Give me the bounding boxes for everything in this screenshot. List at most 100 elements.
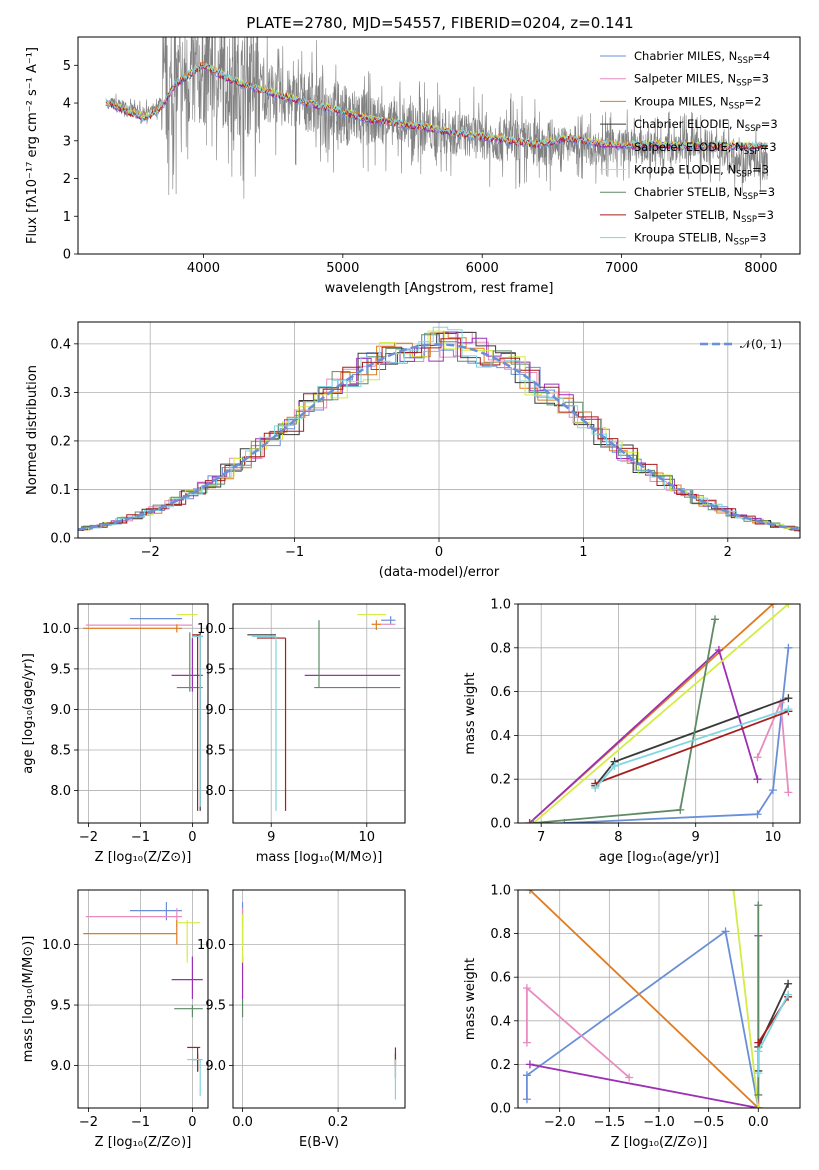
model-spectrum-elodie_kroupa [105, 62, 768, 150]
x-tick-label: 0.2 [328, 1115, 349, 1130]
y-tick-label: 2 [63, 172, 71, 187]
histogram-miles_chabrier [78, 332, 800, 531]
legend-label-elodie_salpeter: Salpeter ELODIE, NSSP=3 [634, 140, 777, 157]
y-tick-label: 9.0 [205, 1059, 226, 1074]
y-tick-label: 0.4 [490, 729, 511, 744]
weight-marker-miles_chabrier [768, 786, 777, 795]
y-tick-label: 10.0 [197, 938, 226, 953]
plot-frame [77, 889, 209, 1109]
x-tick-label: −2 [79, 830, 98, 845]
x-axis-label: E(B-V) [299, 1135, 339, 1150]
weight-marker-miles_chabrier [753, 810, 762, 819]
x-tick-label: 8 [614, 830, 622, 845]
weight-marker-stelib_kroupa [610, 762, 619, 771]
y-axis-label: Normed distribution [25, 365, 40, 495]
weight-marker-stelib_kroupa [754, 1047, 763, 1056]
weight-marker-stelib_salpeter [754, 1038, 763, 1047]
x-axis-label: (data-model)/error [379, 565, 500, 580]
y-axis-label: Flux [fλ10⁻¹⁷ erg cm⁻² s⁻¹ A⁻¹] [25, 47, 40, 244]
x-axis-label: Z [log₁₀(Z/Z⊙)] [95, 850, 192, 865]
y-tick-label: 0.6 [490, 971, 511, 986]
y-tick-label: 0.2 [490, 773, 511, 788]
y-tick-label: 10.0 [42, 938, 71, 953]
weight-marker-miles_salpeter [522, 984, 531, 993]
weight_vs_Z-panel: −2.0 −1.5 −1.0 −0.5 0.0 0.0 0.2 0.4 0.6 0.8 1.0 Z [… [463, 884, 801, 1150]
weight-marker-stelib_chabrier [754, 1090, 763, 1099]
y-axis-label: mass [log₁₀(M/M⊙)] [21, 936, 36, 1063]
weight-marker-elodie_salpeter [714, 645, 723, 654]
x-tick-label: 2 [724, 545, 732, 560]
weight-line-elodie_kroupa [532, 604, 789, 823]
x-tick-label: 4000 [187, 261, 220, 276]
spectrum-title: PLATE=2780, MJD=54557, FIBERID=0204, z=0… [246, 14, 633, 32]
weight-marker-miles_chabrier [522, 1095, 531, 1104]
weight-marker-miles_chabrier [721, 927, 730, 936]
weight-line-miles_kroupa [529, 890, 759, 1108]
y-tick-label: 0.4 [490, 1014, 511, 1029]
y-axis-label: mass weight [463, 672, 478, 754]
y-tick-label: 9.5 [50, 662, 71, 677]
age_vs_Z-panel: −2 −1 0 8.0 8.5 9.0 9.5 10.0 Z [log₁₀(Z/Z⊙)] age … [21, 603, 209, 865]
x-tick-label: −1.5 [594, 1115, 626, 1130]
mass_vs_ebv-panel: 0.0 0.2 9.0 9.5 10.0 E(B-V) [197, 889, 406, 1150]
x-tick-label: 9 [267, 830, 275, 845]
weight-marker-miles_salpeter [784, 788, 793, 797]
weight-marker-elodie_kroupa [784, 604, 793, 608]
y-tick-label: 0.8 [490, 927, 511, 942]
weight-marker-stelib_kroupa [754, 1069, 763, 1078]
x-tick-label: 7 [537, 830, 545, 845]
x-tick-label: 10 [359, 830, 376, 845]
y-tick-label: 0.4 [50, 337, 71, 352]
y-tick-label: 1.0 [490, 598, 511, 613]
y-tick-label: 5 [63, 59, 71, 74]
histogram-elodie_kroupa [78, 330, 800, 531]
legend-label-miles_salpeter: Salpeter MILES, NSSP=3 [634, 72, 769, 89]
weight-marker-miles_salpeter [625, 1073, 634, 1082]
weight-line-stelib_chabrier [533, 619, 716, 823]
legend-label-stelib_chabrier: Chabrier STELIB, NSSP=3 [634, 185, 775, 202]
weight-line-miles_chabrier [564, 647, 790, 823]
x-axis-label: wavelength [Angstrom, rest frame] [325, 281, 554, 296]
y-tick-label: 0.0 [50, 532, 71, 547]
x-tick-label: 6000 [466, 261, 499, 276]
x-tick-label: −0.5 [693, 1115, 725, 1130]
weight-marker-elodie_salpeter [525, 819, 534, 823]
weight-marker-elodie_kroupa [729, 890, 738, 894]
x-axis-label: mass [log₁₀(M/M⊙)] [256, 850, 383, 865]
x-tick-label: −1 [131, 1115, 150, 1130]
model-spectrum-stelib_kroupa [105, 63, 768, 150]
weight-line-miles_chabrier [526, 929, 760, 1108]
plot-frame [517, 603, 801, 824]
legend-label-stelib_kroupa: Kroupa STELIB, NSSP=3 [634, 231, 766, 248]
spectrum-panel: 4000 5000 6000 7000 8000 0 1 2 3 4 5 wavelength [An… [25, 36, 801, 296]
x-tick-label: 9 [692, 830, 700, 845]
y-tick-label: 9.0 [205, 703, 226, 718]
x-tick-label: −2 [79, 1115, 98, 1130]
y-tick-label: 0 [63, 248, 71, 263]
weight-marker-stelib_kroupa [784, 990, 793, 999]
x-tick-label: 7000 [605, 261, 638, 276]
weight-marker-miles_chabrier [784, 643, 793, 652]
y-tick-label: 1 [63, 210, 71, 225]
x-tick-label: −2 [141, 545, 160, 560]
weight-marker-elodie_chabrier [784, 979, 793, 988]
weight-marker-miles_salpeter [753, 753, 762, 762]
y-tick-label: 8.5 [50, 744, 71, 759]
spectrum-legend: Chabrier MILES, NSSP=4 Salpeter MILES, NS… [600, 49, 778, 248]
y-tick-label: 9.0 [50, 703, 71, 718]
weight-marker-stelib_chabrier [711, 615, 720, 624]
plot-frame [77, 36, 801, 255]
x-tick-label: −2.0 [544, 1115, 576, 1130]
weight-line-elodie_salpeter [529, 935, 760, 1108]
x-tick-label: 0 [435, 545, 443, 560]
weight-marker-miles_kroupa [768, 604, 777, 608]
y-tick-label: 8.5 [205, 744, 226, 759]
normal-curve [78, 343, 800, 531]
x-axis-label: Z [log₁₀(Z/Z⊙)] [95, 1135, 192, 1150]
x-axis-label: Z [log₁₀(Z/Z⊙)] [611, 1135, 708, 1150]
weight-line-stelib_kroupa [757, 994, 789, 1074]
x-tick-label: 8000 [744, 261, 777, 276]
weight-marker-stelib_chabrier [529, 819, 538, 823]
x-tick-label: 0.0 [232, 1115, 253, 1130]
histogram-miles_kroupa [78, 332, 800, 531]
